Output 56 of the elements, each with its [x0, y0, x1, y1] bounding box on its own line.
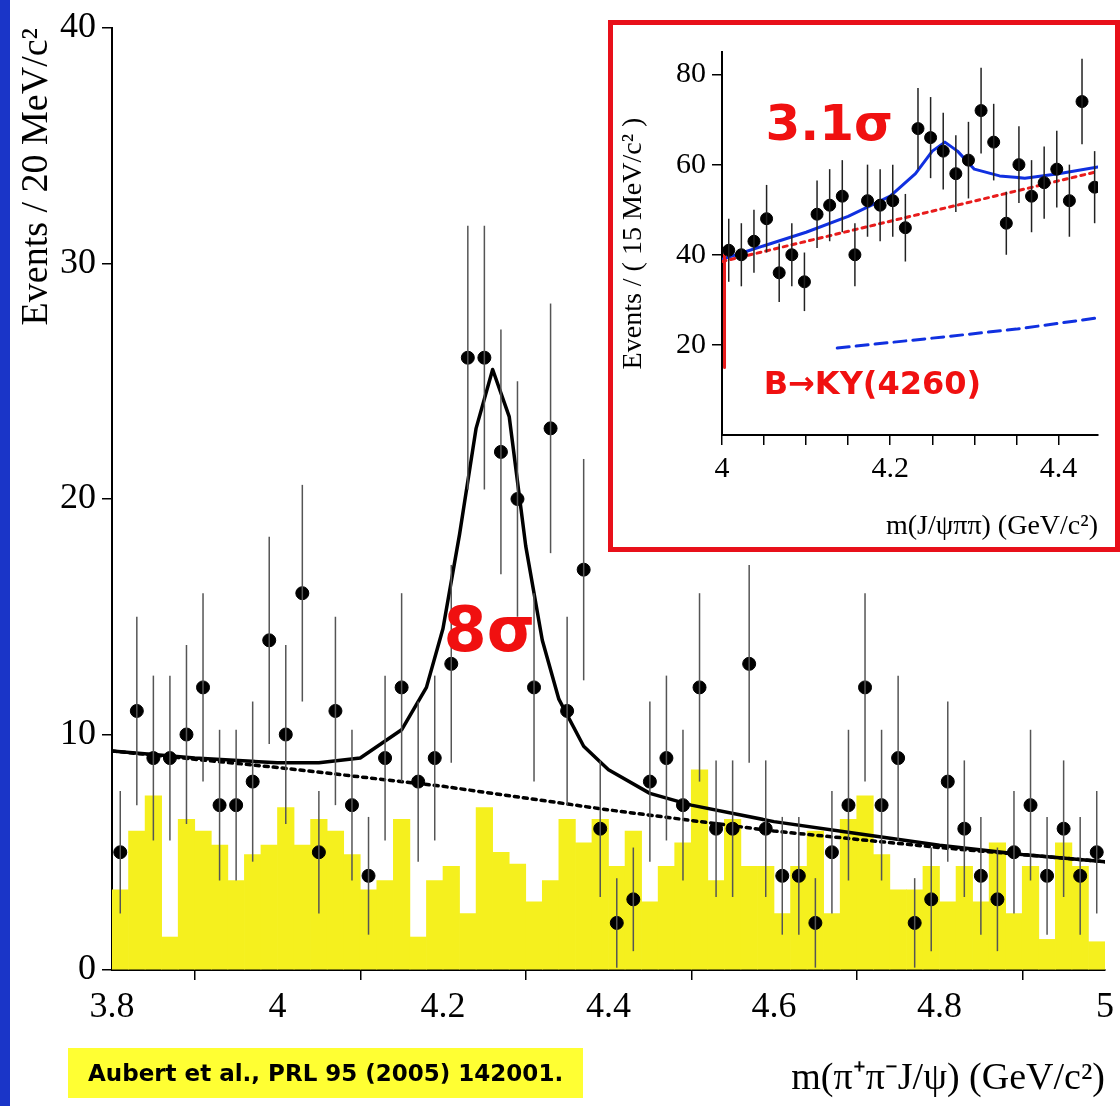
- point: [808, 915, 823, 930]
- x-tick-label: 4.8: [917, 985, 962, 1026]
- point: [394, 680, 409, 695]
- point: [990, 892, 1005, 907]
- point: [245, 774, 260, 789]
- point: [775, 868, 790, 883]
- point: [874, 798, 889, 813]
- point: [907, 915, 922, 930]
- annotation: 3.1σ: [765, 94, 893, 153]
- point: [1023, 798, 1038, 813]
- line-series: [835, 316, 1098, 350]
- point: [146, 751, 161, 766]
- point: [328, 703, 343, 718]
- x-tick-label: 4: [714, 449, 730, 483]
- point: [361, 868, 376, 883]
- point: [510, 492, 525, 506]
- point: [692, 680, 707, 695]
- x-tick-label: 4.6: [751, 985, 797, 1026]
- point: [758, 821, 773, 836]
- x-tick-label: 3.8: [89, 985, 135, 1026]
- y-tick-label: 40: [60, 5, 96, 46]
- y-tick-label: 30: [60, 240, 96, 281]
- y-tick-label: 10: [60, 711, 96, 752]
- y-tick-label: 20: [676, 325, 706, 359]
- point: [477, 350, 492, 365]
- point: [543, 421, 558, 436]
- point: [576, 562, 591, 577]
- annotation: B→KY(4260): [763, 363, 982, 402]
- point: [113, 845, 128, 860]
- x-tick-label: 5: [1096, 985, 1114, 1026]
- y-tick-label: 0: [78, 947, 96, 988]
- point: [1089, 845, 1104, 860]
- x-tick-label: 4.2: [871, 449, 909, 483]
- point: [659, 751, 674, 766]
- x-tick-label: 4.2: [420, 985, 466, 1026]
- point: [295, 586, 310, 601]
- point: [725, 821, 740, 836]
- x-tick-label: 4.4: [586, 985, 631, 1026]
- y-tick-label: 80: [676, 55, 706, 89]
- x-tick-label: 4: [268, 985, 287, 1026]
- point: [626, 892, 641, 907]
- y-tick-label: 20: [60, 476, 96, 517]
- y-axis-title: Events / ( 15 MeV/c² ): [616, 117, 648, 370]
- point: [179, 727, 194, 742]
- y-tick-label: 60: [676, 145, 706, 179]
- point: [841, 798, 856, 813]
- x-tick-label: 4.4: [1039, 449, 1078, 483]
- y-tick-label: 40: [676, 235, 706, 269]
- x-axis-title: m(J/ψππ) (GeV/c²): [885, 508, 1098, 540]
- x-axis-title: m(π⁺π⁻J/ψ) (GeV/c²): [791, 1055, 1105, 1099]
- point: [212, 798, 227, 813]
- point: [957, 821, 972, 836]
- point: [427, 751, 442, 766]
- point: [1056, 821, 1071, 836]
- text: Aubert et al., PRL 95 (2005) 142001.: [68, 1048, 584, 1098]
- y-axis-title: Events / 20 MeV/c²: [12, 28, 55, 326]
